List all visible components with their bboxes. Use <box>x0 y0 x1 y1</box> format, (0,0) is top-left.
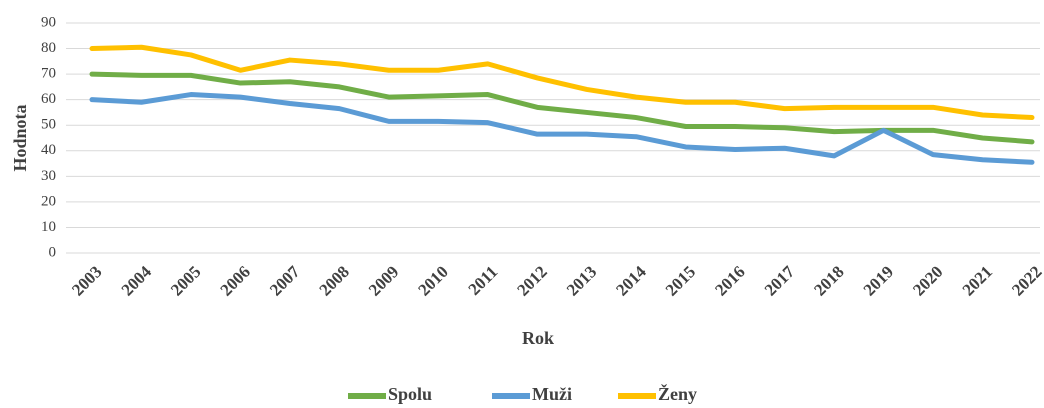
y-tick-label: 80 <box>41 40 56 56</box>
y-tick-label: 10 <box>41 219 56 235</box>
y-tick-label: 30 <box>41 168 56 184</box>
y-tick-label: 90 <box>41 14 56 30</box>
x-tick-label: 2019 <box>860 262 897 299</box>
y-tick-label: 20 <box>41 193 56 209</box>
x-tick-label: 2003 <box>68 262 105 299</box>
x-tick-label: 2018 <box>810 262 847 299</box>
x-tick-label: 2017 <box>761 262 799 300</box>
x-axis-label: Rok <box>522 328 554 348</box>
x-tick-label: 2014 <box>612 262 650 300</box>
legend-label: Spolu <box>388 384 432 404</box>
x-tick-label: 2006 <box>217 262 254 299</box>
y-axis-label: Hodnota <box>10 104 30 171</box>
x-tick-label: 2012 <box>513 262 550 299</box>
x-tick-label: 2016 <box>711 262 748 299</box>
x-tick-label: 2007 <box>266 262 304 300</box>
x-tick-label: 2008 <box>315 262 352 299</box>
series-line <box>89 71 1035 145</box>
x-tick-label: 2020 <box>909 262 946 299</box>
y-tick-label: 50 <box>41 117 56 133</box>
x-tick-label: 2013 <box>563 262 600 299</box>
x-tick-label: 2011 <box>465 262 502 299</box>
legend-label: Ženy <box>658 383 697 404</box>
y-tick-label: 40 <box>41 142 56 158</box>
y-tick-label: 70 <box>41 66 56 82</box>
x-tick-label: 2005 <box>167 262 204 299</box>
x-tick-label: 2004 <box>118 262 156 300</box>
x-tick-label: 2015 <box>662 262 699 299</box>
x-tick-label: 2022 <box>1008 262 1044 299</box>
series-line <box>89 92 1035 165</box>
series-line <box>89 44 1035 121</box>
y-tick-label: 60 <box>41 91 56 107</box>
legend-label: Muži <box>532 384 572 404</box>
x-tick-label: 2010 <box>414 262 451 299</box>
y-tick-label: 0 <box>49 244 57 260</box>
x-tick-label: 2021 <box>959 262 996 299</box>
x-tick-label: 2009 <box>365 262 402 299</box>
